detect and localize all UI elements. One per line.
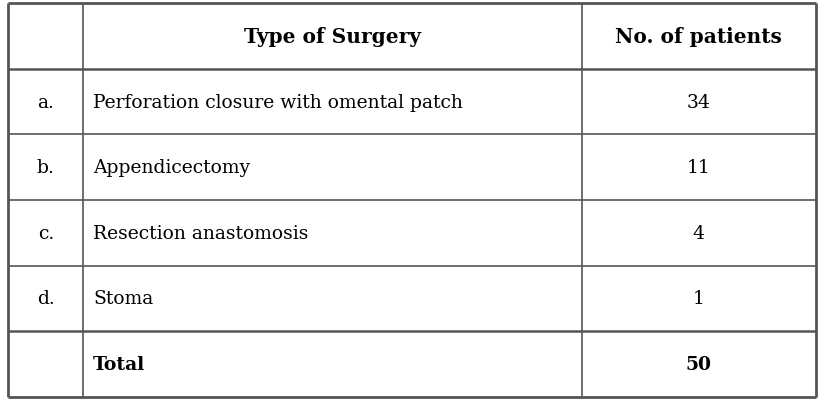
Text: Total: Total: [93, 355, 146, 373]
Text: 4: 4: [693, 224, 705, 242]
Text: 11: 11: [686, 159, 710, 177]
Text: Type of Surgery: Type of Surgery: [244, 27, 421, 47]
Text: Perforation closure with omental patch: Perforation closure with omental patch: [93, 93, 463, 111]
Text: Stoma: Stoma: [93, 290, 153, 308]
Text: 34: 34: [686, 93, 710, 111]
Text: d.: d.: [37, 290, 54, 308]
Text: Appendicectomy: Appendicectomy: [93, 159, 250, 177]
Text: Resection anastomosis: Resection anastomosis: [93, 224, 309, 242]
Text: 1: 1: [693, 290, 705, 308]
Text: No. of patients: No. of patients: [616, 27, 782, 47]
Text: b.: b.: [37, 159, 54, 177]
Text: 50: 50: [686, 355, 712, 373]
Text: c.: c.: [38, 224, 54, 242]
Text: a.: a.: [37, 93, 54, 111]
